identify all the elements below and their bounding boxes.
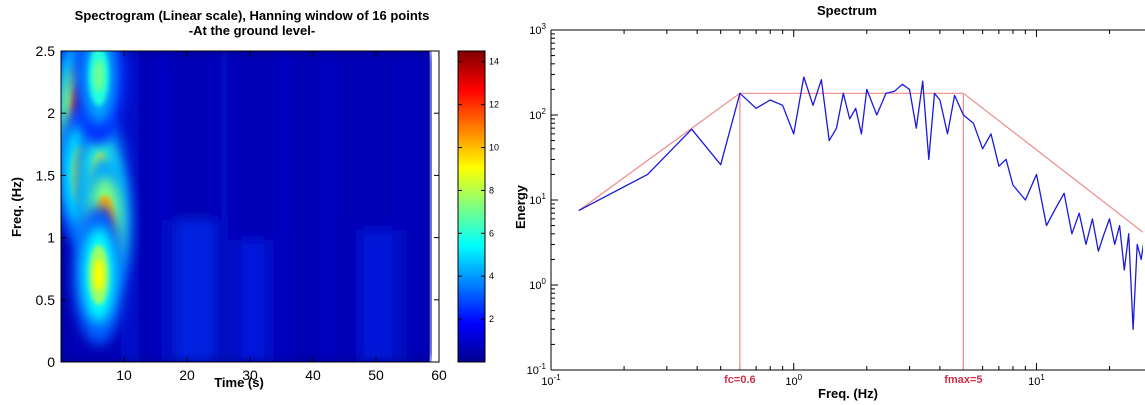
x-tick-label: 10-1 [541, 373, 561, 388]
y-tick-label: 100 [529, 277, 546, 292]
marker-label-0: fc=0.6 [724, 374, 756, 386]
y-tick-label: 2 [47, 105, 55, 121]
colorbar-tick-label: 4 [489, 271, 494, 281]
spectrum-axes-bg [551, 30, 1145, 370]
x-tick-label: 50 [368, 367, 384, 383]
spectrum-title: Spectrum [817, 3, 877, 18]
y-tick-label: 0 [47, 354, 55, 370]
colorbar-tick-label: 8 [489, 185, 494, 195]
spectrum-line [578, 76, 1143, 331]
spectrogram-ylabel: Freq. (Hz) [9, 177, 24, 237]
colorbar-tick-label: 12 [489, 100, 499, 110]
spectrogram-ticks: 10 20 30 40 50 60 0 0.5 1 1.5 2 2.5 [36, 43, 447, 383]
fit-curve-line [578, 92, 1143, 234]
spectrogram-xlabel: Time (s) [214, 375, 264, 390]
spectrum-ticks: 10-1 100 101 10-1 100 101 102 103 [527, 22, 1111, 388]
hotspot-6-layer-3 [93, 59, 104, 92]
marker-label-1: fmax=5 [944, 374, 982, 386]
x-tick-label: 30 [242, 367, 258, 383]
y-tick-label: 1 [47, 230, 55, 246]
y-tick-label: 101 [529, 192, 546, 207]
colorbar-ticks: 2 4 6 8 10 12 14 [458, 57, 499, 324]
x-tick-label: 60 [431, 367, 447, 383]
x-tick-label: 10 [116, 367, 132, 383]
x-tick-label: 101 [1028, 373, 1045, 388]
y-tick-label: 10-1 [527, 362, 547, 377]
colorbar-tick-label: 14 [489, 57, 499, 67]
spectrum-chart: Spectrum 10-1 100 101 10-1 100 101 102 103 fc=0… [513, 3, 1145, 401]
y-tick-label: 1.5 [36, 167, 56, 183]
y-tick-label: 0.5 [36, 292, 56, 308]
spectrogram-chart: Spectrogram (Linear scale), Hanning wind… [9, 8, 499, 390]
spectrum-ylabel: Energy [513, 184, 528, 229]
spectrogram-title: Spectrogram (Linear scale), Hanning wind… [75, 8, 430, 23]
spectrum-marker-labels: fc=0.6 fmax=5 [724, 374, 982, 386]
x-tick-label: 100 [785, 373, 802, 388]
colorbar-tick-label: 10 [489, 143, 499, 153]
hotspot-6 [72, 51, 125, 146]
colorbar [457, 50, 486, 363]
colorbar-tick-label: 2 [489, 314, 494, 324]
hotspot-5-layer-3 [93, 258, 104, 291]
spectrogram-subtitle: -At the ground level- [189, 23, 315, 38]
x-tick-label: 20 [179, 367, 195, 383]
spectrum-marker-lines [739, 93, 964, 370]
y-tick-label: 2.5 [36, 43, 56, 59]
x-tick-label: 40 [305, 367, 321, 383]
y-tick-label: 103 [529, 22, 546, 37]
y-tick-label: 102 [529, 107, 546, 122]
spectrum-xlabel: Freq. (Hz) [818, 386, 878, 401]
colorbar-tick-label: 6 [489, 228, 494, 238]
hotspot-5 [72, 204, 125, 345]
spectrogram-hotspots [61, 51, 132, 345]
